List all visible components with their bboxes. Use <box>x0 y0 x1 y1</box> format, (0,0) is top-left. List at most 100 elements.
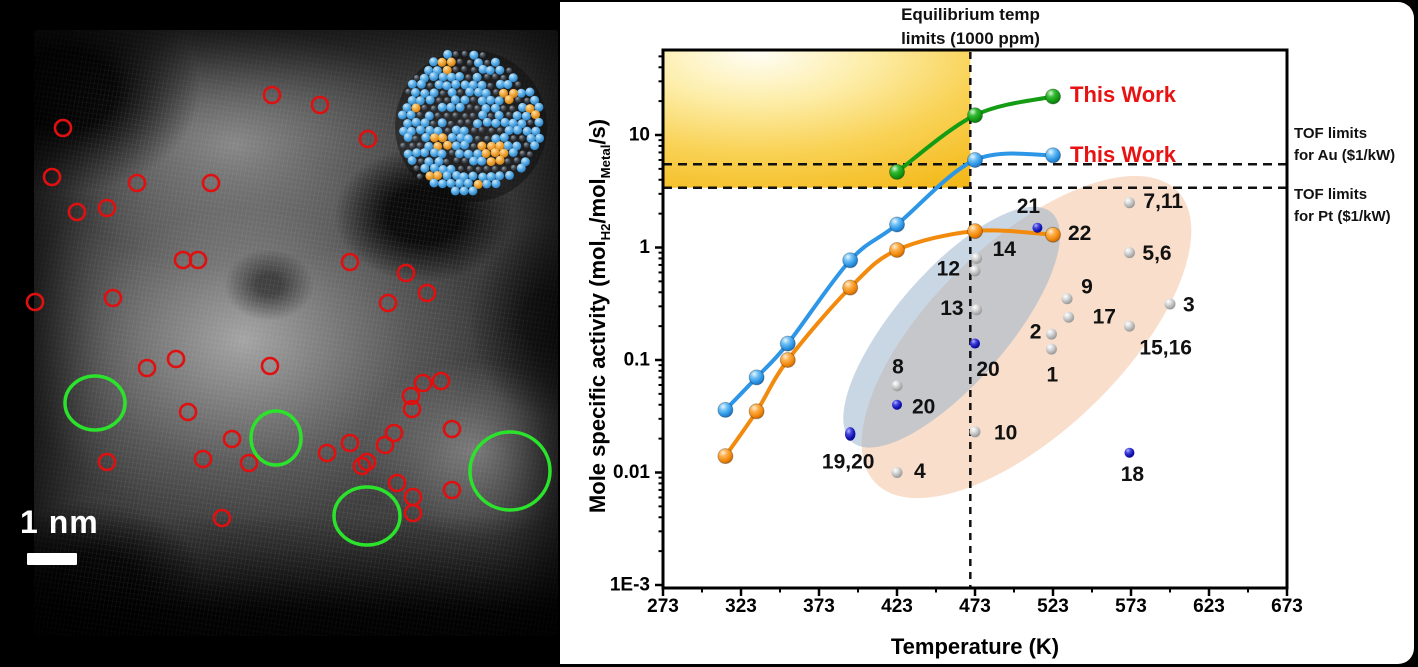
model-atom-dark <box>405 88 412 95</box>
model-atom-blue <box>452 171 462 180</box>
point-label-3: 3 <box>1183 293 1195 316</box>
model-atom-orange <box>499 148 509 158</box>
model-atom-blue <box>451 79 461 89</box>
model-atom-blue <box>399 126 409 136</box>
green-cluster-marker <box>249 409 303 467</box>
model-atom-blue <box>474 87 483 97</box>
model-atom-blue <box>469 156 479 166</box>
model-atom-dark <box>493 89 499 96</box>
model-atom-blue <box>478 110 488 120</box>
model-atom-blue <box>430 163 439 173</box>
model-atom-orange <box>495 141 505 151</box>
model-atom-blue <box>447 133 457 142</box>
model-atom-blue <box>468 171 478 181</box>
model-atom-blue <box>420 163 430 173</box>
scatter-point-20 <box>970 338 980 349</box>
model-atom-dark <box>469 112 476 119</box>
model-atom-blue <box>521 111 531 121</box>
model-atom-dark <box>413 74 420 81</box>
red-atom-marker <box>103 288 123 308</box>
model-atom-blue <box>494 110 504 120</box>
curve-point-this-work-blue <box>1045 147 1061 164</box>
model-atom-blue <box>425 125 435 135</box>
model-atom-dark <box>500 74 507 81</box>
model-atom-dark <box>461 66 468 72</box>
model-atom-blue <box>530 95 540 105</box>
scatter-point-8 <box>891 380 903 392</box>
model-atom-dark <box>434 112 441 119</box>
model-atom-dark <box>510 164 517 171</box>
model-atom-blue <box>460 140 470 150</box>
nanoparticle-model-inset <box>395 49 547 202</box>
red-atom-marker <box>53 118 73 138</box>
model-atom-blue <box>437 102 447 112</box>
model-atom-blue <box>425 95 435 105</box>
model-atom-blue <box>450 186 460 196</box>
model-atom-blue <box>508 73 518 83</box>
model-atom-dark <box>443 112 450 119</box>
model-atom-blue <box>460 95 470 105</box>
model-atom-dark <box>457 119 464 126</box>
point-label-8: 8 <box>892 355 904 378</box>
model-atom-dark <box>457 165 464 172</box>
model-atom-blue <box>451 141 461 151</box>
model-atom-dark <box>452 66 459 73</box>
point-label-15,16: 15,16 <box>1139 337 1192 360</box>
scatter-point-20 <box>892 399 902 410</box>
model-atom-orange <box>446 57 456 67</box>
model-atom-blue <box>531 126 541 136</box>
model-atom-blue <box>459 172 469 182</box>
model-atom-orange <box>425 171 435 181</box>
model-atom-dark <box>448 149 455 156</box>
model-atom-blue <box>420 89 430 98</box>
red-atom-marker <box>166 349 186 369</box>
red-atom-marker <box>310 95 330 115</box>
model-atom-blue <box>438 72 448 82</box>
chart-title: Equilibrium temp limits (1000 ppm) <box>858 3 1083 51</box>
x-tick-label: 373 <box>803 596 835 617</box>
red-atom-marker <box>375 435 395 455</box>
red-atom-marker <box>222 429 242 449</box>
model-atom-dark <box>506 67 513 74</box>
tem-micrograph-panel: 1 nm <box>0 0 560 667</box>
y-tick-label: 10 <box>629 125 650 146</box>
model-atom-dark <box>465 119 472 126</box>
model-atom-dark <box>488 127 495 134</box>
model-atom-blue <box>451 125 461 135</box>
model-atom-dark <box>444 97 450 104</box>
scatter-point-17 <box>1063 311 1075 323</box>
red-atom-marker <box>127 173 147 193</box>
curve-point-this-work-blue <box>717 401 734 418</box>
point-label-13: 13 <box>940 297 963 320</box>
model-atom-blue <box>516 163 526 173</box>
scatter-point-4 <box>891 467 903 478</box>
model-atom-blue <box>450 95 460 105</box>
model-atom-blue <box>473 149 483 159</box>
model-atom-dark <box>430 105 437 112</box>
model-atom-dark <box>470 143 477 150</box>
model-atom-blue <box>518 102 527 112</box>
red-atom-marker <box>188 250 208 270</box>
model-atom-blue <box>424 157 434 167</box>
model-atom-dark <box>443 158 450 165</box>
model-atom-blue <box>503 141 513 151</box>
model-atom-blue <box>495 171 505 181</box>
model-atom-dark <box>452 51 459 58</box>
tof-limit-pt-label: TOF limits for Pt ($1/kW) <box>1294 186 1391 225</box>
model-atom-blue <box>508 118 518 128</box>
model-atom-blue <box>403 119 413 128</box>
model-atom-dark <box>500 105 507 112</box>
curve-point-curve-ref-22 <box>1045 226 1061 243</box>
model-atom-blue <box>460 80 470 90</box>
model-atom-blue <box>416 125 425 135</box>
model-atom-blue <box>420 148 429 158</box>
red-atom-marker <box>402 399 422 419</box>
scatter-point-12 <box>969 265 981 277</box>
red-atom-marker <box>442 480 462 500</box>
model-atom-dark <box>413 165 420 172</box>
point-label-9: 9 <box>1081 275 1093 298</box>
model-atom-orange <box>531 110 540 120</box>
scatter-point-15,16 <box>1123 320 1135 332</box>
